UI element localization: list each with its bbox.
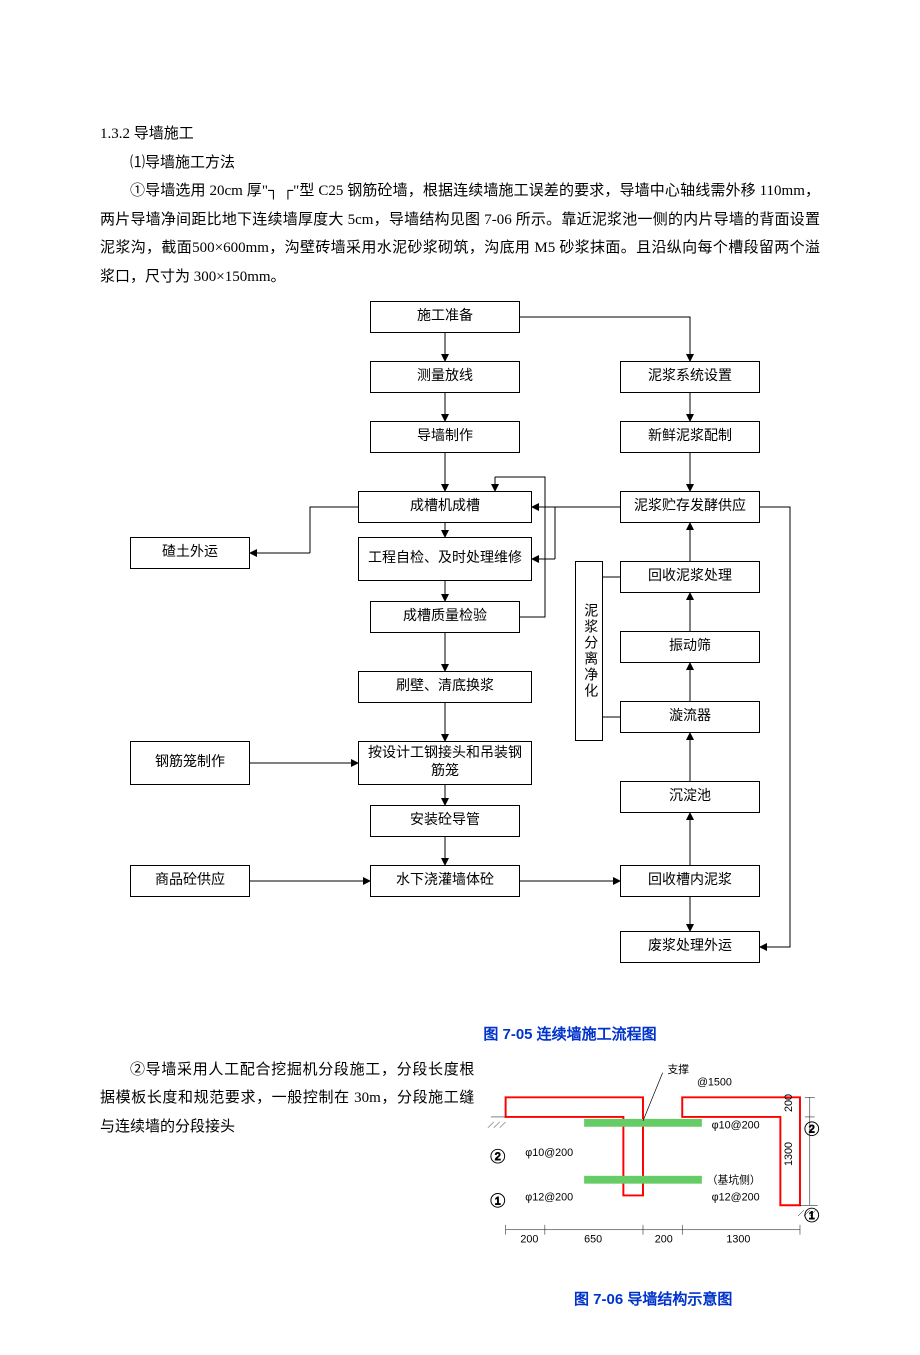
node-rebar-fab: 钢筋笼制作: [130, 741, 250, 785]
fig-dim-w3: 200: [655, 1233, 673, 1245]
lower-row: ②导墙采用人工配合挖掘机分段施工，分段长度根据模板长度和规范要求，一般控制在 3…: [100, 1056, 820, 1315]
fig-label-pit: （基坑侧）: [707, 1173, 761, 1186]
node-slurry-recycle: 回收泥浆处理: [620, 561, 760, 593]
node-slurry-sys: 泥浆系统设置: [620, 361, 760, 393]
node-rebar-install: 按设计工钢接头和吊装钢筋笼: [358, 741, 532, 785]
paragraph-1: ①导墙选用 20cm 厚"┐ ┌"型 C25 钢筋砼墙，根据连续墙施工误差的要求…: [100, 177, 820, 291]
node-spoil: 碴土外运: [130, 537, 250, 569]
fig-label-d1b: φ10@200: [712, 1119, 760, 1131]
svg-text:1: 1: [809, 1209, 815, 1221]
fig-label-d2b: φ12@200: [712, 1191, 760, 1203]
fig-dim-h1: 200: [784, 1094, 796, 1112]
node-waste: 废浆处理外运: [620, 931, 760, 963]
fig-dim-h2: 1300: [784, 1142, 796, 1166]
fig-label-d1a: φ10@200: [526, 1147, 574, 1159]
fig-label-spacing: @1500: [697, 1076, 732, 1088]
node-slurry-store: 泥浆贮存发酵供应: [620, 491, 760, 523]
node-tremie: 安装砼导管: [370, 805, 520, 837]
fig-dim-w4: 1300: [727, 1233, 751, 1245]
node-sediment: 沉淀池: [620, 781, 760, 813]
fig-label-support: 支撑: [668, 1062, 690, 1075]
subheading-1: ⑴导墙施工方法: [100, 149, 820, 178]
node-prep: 施工准备: [370, 301, 520, 333]
svg-text:2: 2: [809, 1123, 815, 1135]
paragraph-2: ②导墙采用人工配合挖掘机分段施工，分段长度根据模板长度和规范要求，一般控制在 3…: [100, 1056, 474, 1142]
node-trench: 成槽机成槽: [358, 491, 532, 523]
node-pour: 水下浇灌墙体砼: [370, 865, 520, 897]
node-cyclone: 漩流器: [620, 701, 760, 733]
figure-706: 2 1 2 1 支撑 @1500 φ10@200 φ12@200 φ10@200…: [486, 1056, 820, 1315]
caption-706: 图 7-06 导墙结构示意图: [486, 1286, 820, 1315]
flowchart-705: 施工准备 测量放线 导墙制作 成槽机成槽 工程自检、及时处理维修 成槽质量检验 …: [100, 301, 820, 1021]
node-concrete-supply: 商品砼供应: [130, 865, 250, 897]
fig-dim-w2: 650: [585, 1233, 603, 1245]
node-guidewall: 导墙制作: [370, 421, 520, 453]
svg-text:1: 1: [495, 1195, 501, 1207]
fig-label-d2a: φ12@200: [526, 1191, 574, 1203]
node-selfcheck: 工程自检、及时处理维修: [358, 537, 532, 581]
node-recover-slot: 回收槽内泥浆: [620, 865, 760, 897]
caption-705: 图 7-05 连续墙施工流程图: [320, 1021, 820, 1050]
node-quality: 成槽质量检验: [370, 601, 520, 633]
node-survey: 测量放线: [370, 361, 520, 393]
svg-text:2: 2: [495, 1151, 501, 1163]
node-vibro: 振动筛: [620, 631, 760, 663]
node-slurry-sep: 泥浆分离净化: [575, 561, 603, 741]
fig-dim-w1: 200: [521, 1233, 539, 1245]
node-fresh-slurry: 新鲜泥浆配制: [620, 421, 760, 453]
section-heading: 1.3.2 导墙施工: [100, 120, 820, 149]
node-brush: 刷壁、清底换浆: [358, 671, 532, 703]
